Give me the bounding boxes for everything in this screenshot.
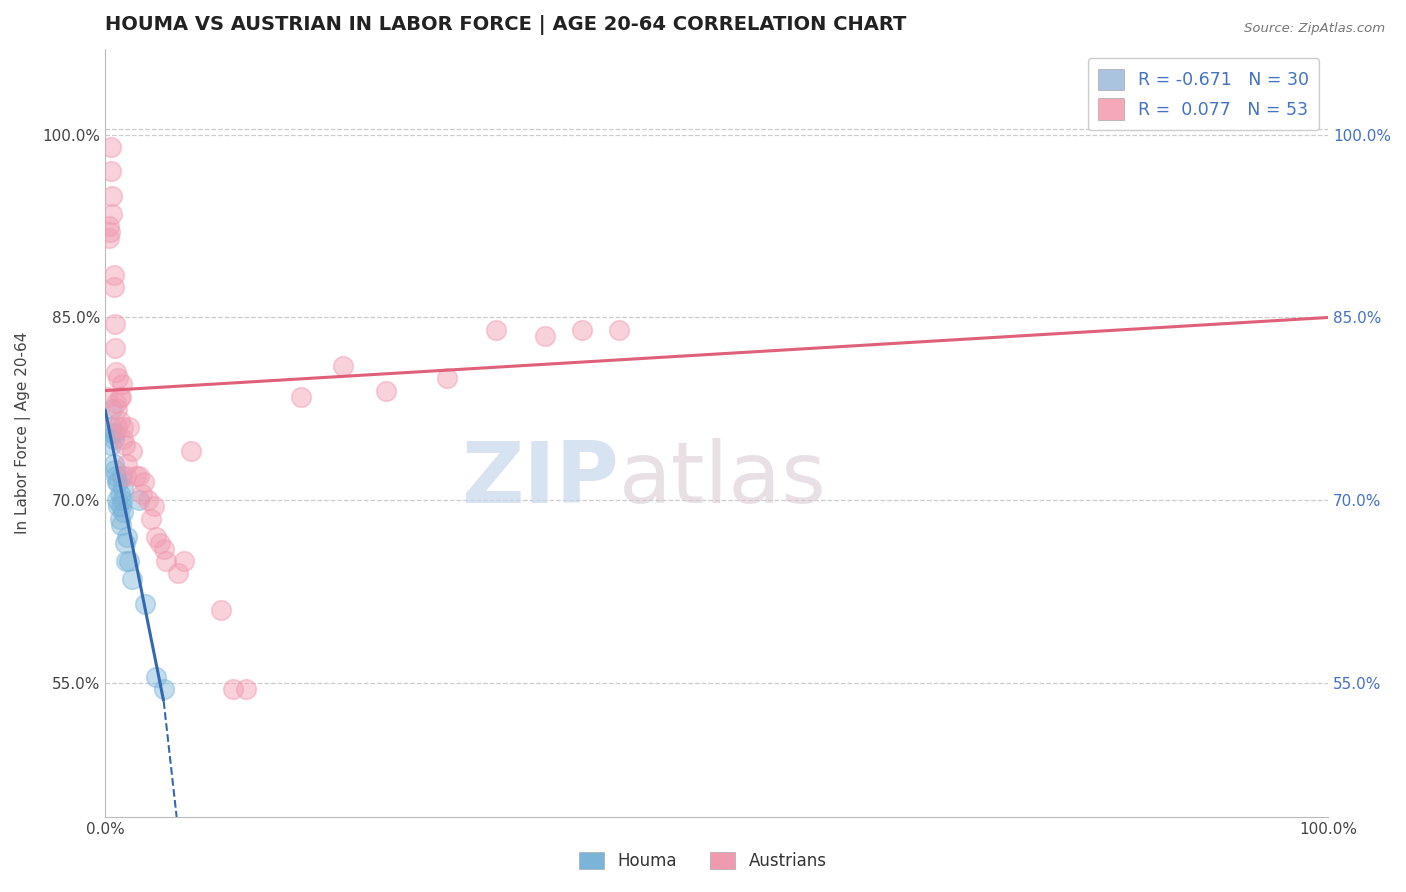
Point — [332, 359, 354, 374]
Text: Source: ZipAtlas.com: Source: ZipAtlas.com — [1244, 22, 1385, 36]
Point — [114, 468, 136, 483]
Point — [104, 426, 127, 441]
Point — [96, 390, 118, 404]
Point — [134, 597, 156, 611]
Point — [97, 219, 120, 233]
Point — [105, 420, 128, 434]
Point — [101, 207, 124, 221]
Point — [100, 438, 122, 452]
Point — [607, 323, 630, 337]
Point — [173, 554, 195, 568]
Point — [571, 323, 593, 337]
Point — [128, 468, 150, 483]
Point — [108, 390, 131, 404]
Point — [103, 433, 125, 447]
Point — [152, 682, 174, 697]
Text: HOUMA VS AUSTRIAN IN LABOR FORCE | AGE 20-64 CORRELATION CHART: HOUMA VS AUSTRIAN IN LABOR FORCE | AGE 2… — [105, 15, 907, 35]
Legend: R = -0.671   N = 30, R =  0.077   N = 53: R = -0.671 N = 30, R = 0.077 N = 53 — [1088, 58, 1319, 130]
Point — [110, 390, 132, 404]
Point — [132, 475, 155, 489]
Point — [142, 500, 165, 514]
Point — [104, 365, 127, 379]
Point — [124, 468, 146, 483]
Point — [105, 493, 128, 508]
Point — [108, 414, 131, 428]
Point — [108, 511, 131, 525]
Point — [121, 573, 143, 587]
Point — [111, 493, 134, 508]
Point — [107, 500, 129, 514]
Point — [436, 371, 458, 385]
Point — [98, 225, 121, 239]
Point — [115, 530, 138, 544]
Point — [222, 682, 245, 697]
Point — [112, 505, 135, 519]
Point — [107, 371, 129, 385]
Point — [155, 554, 177, 568]
Point — [290, 390, 312, 404]
Point — [131, 487, 153, 501]
Point — [141, 511, 163, 525]
Point — [136, 493, 159, 508]
Point — [114, 554, 136, 568]
Point — [485, 323, 508, 337]
Point — [108, 487, 131, 501]
Point — [534, 328, 557, 343]
Y-axis label: In Labor Force | Age 20-64: In Labor Force | Age 20-64 — [15, 332, 31, 534]
Point — [152, 541, 174, 556]
Point — [104, 468, 127, 483]
Point — [118, 554, 141, 568]
Point — [111, 468, 134, 483]
Point — [112, 433, 135, 447]
Point — [114, 438, 136, 452]
Point — [114, 536, 136, 550]
Point — [101, 188, 124, 202]
Point — [104, 396, 127, 410]
Point — [112, 481, 135, 495]
Text: atlas: atlas — [619, 438, 827, 521]
Point — [107, 475, 129, 489]
Point — [105, 475, 128, 489]
Point — [103, 457, 125, 471]
Point — [121, 444, 143, 458]
Point — [112, 420, 135, 434]
Point — [118, 420, 141, 434]
Point — [103, 280, 125, 294]
Legend: Houma, Austrians: Houma, Austrians — [572, 845, 834, 877]
Point — [97, 231, 120, 245]
Point — [128, 493, 150, 508]
Point — [110, 500, 132, 514]
Point — [100, 140, 122, 154]
Point — [235, 682, 257, 697]
Text: ZIP: ZIP — [461, 438, 619, 521]
Point — [100, 420, 122, 434]
Point — [101, 401, 124, 416]
Point — [101, 426, 124, 441]
Point — [104, 341, 127, 355]
Point — [110, 517, 132, 532]
Point — [104, 463, 127, 477]
Point — [145, 670, 167, 684]
Point — [100, 164, 122, 178]
Point — [104, 317, 127, 331]
Point — [105, 401, 128, 416]
Point — [180, 444, 202, 458]
Point — [111, 377, 134, 392]
Point — [103, 268, 125, 282]
Point — [149, 536, 172, 550]
Point — [167, 566, 190, 581]
Point — [115, 457, 138, 471]
Point — [145, 530, 167, 544]
Point — [375, 384, 398, 398]
Point — [209, 603, 232, 617]
